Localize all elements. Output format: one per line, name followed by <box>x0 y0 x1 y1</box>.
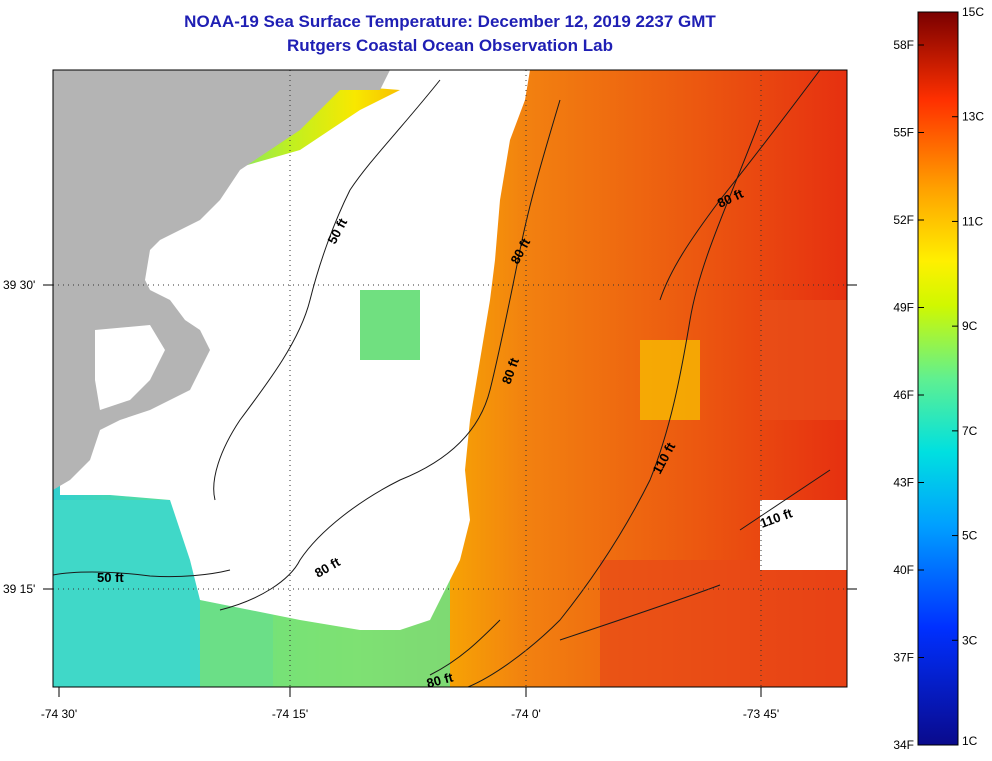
map-subtitle: Rutgers Coastal Ocean Observation Lab <box>287 36 613 55</box>
map-area: 50 ft 50 ft 80 ft 80 ft 80 ft 80 ft 80 f… <box>53 70 847 691</box>
colorbar-c-label: 15C <box>962 5 984 19</box>
contour-label: 50 ft <box>97 570 124 585</box>
colorbar-c-label: 13C <box>962 110 984 124</box>
cloud-mask-east <box>760 500 847 570</box>
colorbar-f-label: 52F <box>893 213 914 227</box>
contour-110ft <box>466 119 761 687</box>
lat-label: 39 30' <box>3 278 35 292</box>
contour-label: 80 ft <box>425 669 455 691</box>
bay <box>95 325 165 410</box>
colorbar-f-label: 55F <box>893 126 914 140</box>
contour-50ft <box>53 569 231 578</box>
colorbar-c-label: 7C <box>962 424 978 438</box>
lon-label: -74 30' <box>41 707 77 721</box>
colorbar-c-label: 1C <box>962 734 978 748</box>
contour-110ft <box>739 469 831 531</box>
colorbar-c-label: 9C <box>962 319 978 333</box>
map-title: NOAA-19 Sea Surface Temperature: Decembe… <box>184 12 716 31</box>
warm-pocket <box>760 300 847 420</box>
cool-pocket <box>640 340 700 420</box>
lat-label: 39 15' <box>3 582 35 596</box>
lon-label: -73 45' <box>743 707 779 721</box>
map-frame <box>52 69 848 688</box>
colorbar-c-labels: 15C 13C 11C 9C 7C 5C 3C 1C <box>962 5 984 748</box>
colorbar <box>917 11 959 746</box>
lon-label: -74 15' <box>272 707 308 721</box>
contour-80ft <box>219 99 561 611</box>
colorbar-f-label: 46F <box>893 388 914 402</box>
cloud-gap <box>360 290 420 360</box>
contour-80ft <box>429 619 501 676</box>
colorbar-f-label: 49F <box>893 301 914 315</box>
depth-contours <box>53 70 831 687</box>
colorbar-c-label: 11C <box>962 214 983 228</box>
colorbar-c-label: 5C <box>962 529 978 543</box>
warm-pocket <box>600 560 847 687</box>
colorbar-f-label: 43F <box>893 476 914 490</box>
colorbar-f-label: 58F <box>893 38 914 52</box>
contour-80ft <box>659 70 821 301</box>
colorbar-c-label: 3C <box>962 633 978 647</box>
colorbar-f-label: 37F <box>893 651 914 665</box>
colorbar-f-label: 40F <box>893 563 914 577</box>
axis-ticks <box>43 284 857 697</box>
lon-label: -74 0' <box>511 707 541 721</box>
contour-shelf <box>559 584 721 641</box>
contour-50ft <box>213 79 441 501</box>
colorbar-f-label: 34F <box>893 738 914 752</box>
colorbar-f-labels: 58F 55F 52F 49F 46F 43F 40F 37F 34F <box>893 38 914 752</box>
colorbar-ticks <box>918 11 958 746</box>
